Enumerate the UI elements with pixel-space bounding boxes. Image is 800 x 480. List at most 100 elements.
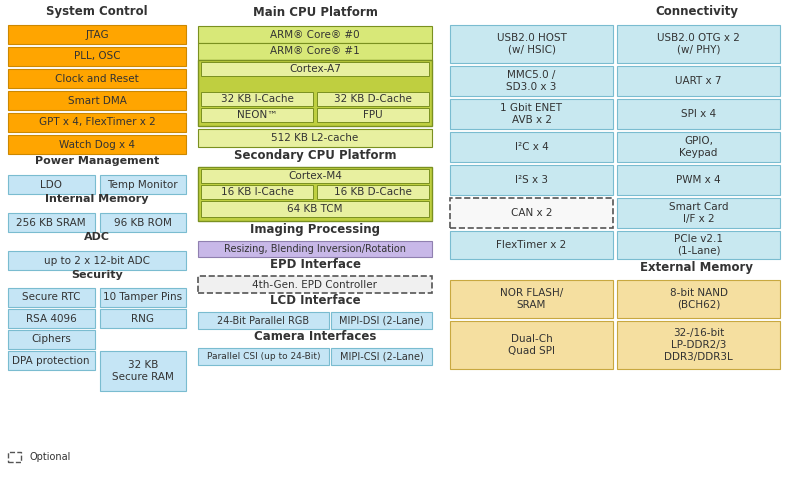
Text: Secure RTC: Secure RTC bbox=[22, 292, 81, 302]
Bar bbox=[450, 132, 613, 162]
Bar bbox=[617, 99, 780, 129]
Text: 96 KB ROM: 96 KB ROM bbox=[114, 217, 172, 228]
Text: Cortex-M4: Cortex-M4 bbox=[288, 171, 342, 181]
Bar bbox=[617, 66, 780, 96]
Text: Camera Interfaces: Camera Interfaces bbox=[254, 331, 376, 344]
Bar bbox=[198, 60, 432, 126]
Text: CAN x 2: CAN x 2 bbox=[510, 208, 552, 218]
Text: Smart Card
I/F x 2: Smart Card I/F x 2 bbox=[669, 202, 728, 224]
Bar bbox=[617, 198, 780, 228]
Text: MMC5.0 /
SD3.0 x 3: MMC5.0 / SD3.0 x 3 bbox=[506, 70, 557, 92]
Text: 32-/16-bit
LP-DDR2/3
DDR3/DDR3L: 32-/16-bit LP-DDR2/3 DDR3/DDR3L bbox=[664, 328, 733, 361]
Bar bbox=[450, 66, 613, 96]
Bar bbox=[198, 26, 432, 43]
Bar bbox=[8, 113, 186, 132]
Bar bbox=[317, 92, 429, 106]
Text: LDO: LDO bbox=[40, 180, 62, 190]
Text: Main CPU Platform: Main CPU Platform bbox=[253, 5, 378, 19]
Text: Imaging Processing: Imaging Processing bbox=[250, 223, 380, 236]
Bar bbox=[201, 92, 313, 106]
Text: USB2.0 OTG x 2
(w/ PHY): USB2.0 OTG x 2 (w/ PHY) bbox=[657, 33, 740, 55]
Bar bbox=[450, 280, 613, 318]
Bar bbox=[8, 288, 94, 307]
Bar bbox=[617, 280, 780, 318]
Text: NOR FLASH/
SRAM: NOR FLASH/ SRAM bbox=[500, 288, 563, 310]
Text: Connectivity: Connectivity bbox=[655, 5, 738, 19]
Bar bbox=[331, 312, 432, 329]
Bar bbox=[317, 108, 429, 122]
Text: DPA protection: DPA protection bbox=[13, 356, 90, 365]
Text: EPD Interface: EPD Interface bbox=[270, 259, 361, 272]
Bar bbox=[450, 321, 613, 369]
Text: FlexTimer x 2: FlexTimer x 2 bbox=[496, 240, 566, 250]
Bar bbox=[8, 309, 94, 328]
Text: up to 2 x 12-bit ADC: up to 2 x 12-bit ADC bbox=[44, 255, 150, 265]
Text: PLL, OSC: PLL, OSC bbox=[74, 51, 120, 61]
Text: 4th-Gen. EPD Controller: 4th-Gen. EPD Controller bbox=[253, 279, 378, 289]
Text: External Memory: External Memory bbox=[640, 261, 753, 274]
Text: Smart DMA: Smart DMA bbox=[67, 96, 126, 106]
Text: PWM x 4: PWM x 4 bbox=[676, 175, 721, 185]
Text: MIPI-DSI (2-Lane): MIPI-DSI (2-Lane) bbox=[339, 315, 424, 325]
Bar bbox=[198, 129, 432, 147]
Bar bbox=[8, 213, 94, 232]
Bar bbox=[617, 165, 780, 195]
Text: Temp Monitor: Temp Monitor bbox=[107, 180, 178, 190]
Text: System Control: System Control bbox=[46, 5, 148, 19]
Text: Cortex-A7: Cortex-A7 bbox=[289, 64, 341, 74]
Text: ARM® Core® #1: ARM® Core® #1 bbox=[270, 47, 360, 57]
Text: 512 KB L2-cache: 512 KB L2-cache bbox=[271, 133, 358, 143]
Text: PCIe v2.1
(1-Lane): PCIe v2.1 (1-Lane) bbox=[674, 234, 723, 256]
Bar bbox=[8, 47, 186, 66]
Bar bbox=[99, 309, 186, 328]
Text: RNG: RNG bbox=[131, 313, 154, 324]
Text: Ciphers: Ciphers bbox=[31, 335, 71, 345]
Bar bbox=[99, 288, 186, 307]
Text: 256 KB SRAM: 256 KB SRAM bbox=[17, 217, 86, 228]
Bar bbox=[201, 169, 429, 183]
Bar bbox=[8, 25, 186, 44]
Bar bbox=[8, 251, 186, 270]
Bar bbox=[198, 276, 432, 293]
Text: RSA 4096: RSA 4096 bbox=[26, 313, 77, 324]
Text: NEON™: NEON™ bbox=[237, 110, 278, 120]
Text: 1 Gbit ENET
AVB x 2: 1 Gbit ENET AVB x 2 bbox=[501, 103, 562, 125]
Text: Watch Dog x 4: Watch Dog x 4 bbox=[59, 140, 135, 149]
Bar bbox=[201, 62, 429, 76]
Bar bbox=[317, 185, 429, 199]
Bar bbox=[198, 312, 329, 329]
Bar bbox=[8, 330, 94, 349]
Text: Optional: Optional bbox=[30, 452, 71, 462]
Text: Parallel CSI (up to 24-Bit): Parallel CSI (up to 24-Bit) bbox=[206, 352, 320, 361]
Bar bbox=[617, 25, 780, 63]
Text: 32 KB
Secure RAM: 32 KB Secure RAM bbox=[112, 360, 174, 382]
Text: 64 KB TCM: 64 KB TCM bbox=[287, 204, 342, 214]
Text: 24-Bit Parallel RGB: 24-Bit Parallel RGB bbox=[218, 315, 310, 325]
Bar bbox=[8, 452, 21, 462]
Text: LCD Interface: LCD Interface bbox=[270, 295, 360, 308]
Text: Clock and Reset: Clock and Reset bbox=[55, 73, 139, 84]
Text: Power Management: Power Management bbox=[35, 156, 159, 166]
Bar bbox=[450, 198, 613, 228]
Bar bbox=[8, 135, 186, 154]
Bar bbox=[8, 175, 94, 194]
Text: 16 KB I-Cache: 16 KB I-Cache bbox=[221, 187, 294, 197]
Text: Secondary CPU Platform: Secondary CPU Platform bbox=[234, 148, 396, 161]
Text: ARM® Core® #0: ARM® Core® #0 bbox=[270, 29, 360, 39]
Bar bbox=[450, 99, 613, 129]
Bar bbox=[617, 321, 780, 369]
Bar bbox=[617, 231, 780, 259]
Text: Internal Memory: Internal Memory bbox=[46, 194, 149, 204]
Bar bbox=[201, 108, 313, 122]
Bar bbox=[450, 231, 613, 259]
Bar bbox=[8, 351, 94, 370]
Bar bbox=[8, 69, 186, 88]
Text: FPU: FPU bbox=[363, 110, 383, 120]
Text: USB2.0 HOST
(w/ HSIC): USB2.0 HOST (w/ HSIC) bbox=[497, 33, 566, 55]
Text: GPIO,
Keypad: GPIO, Keypad bbox=[679, 136, 718, 158]
Bar bbox=[331, 348, 432, 365]
Bar bbox=[99, 213, 186, 232]
Text: Security: Security bbox=[71, 270, 123, 280]
Text: I²C x 4: I²C x 4 bbox=[514, 142, 548, 152]
Bar bbox=[201, 185, 313, 199]
